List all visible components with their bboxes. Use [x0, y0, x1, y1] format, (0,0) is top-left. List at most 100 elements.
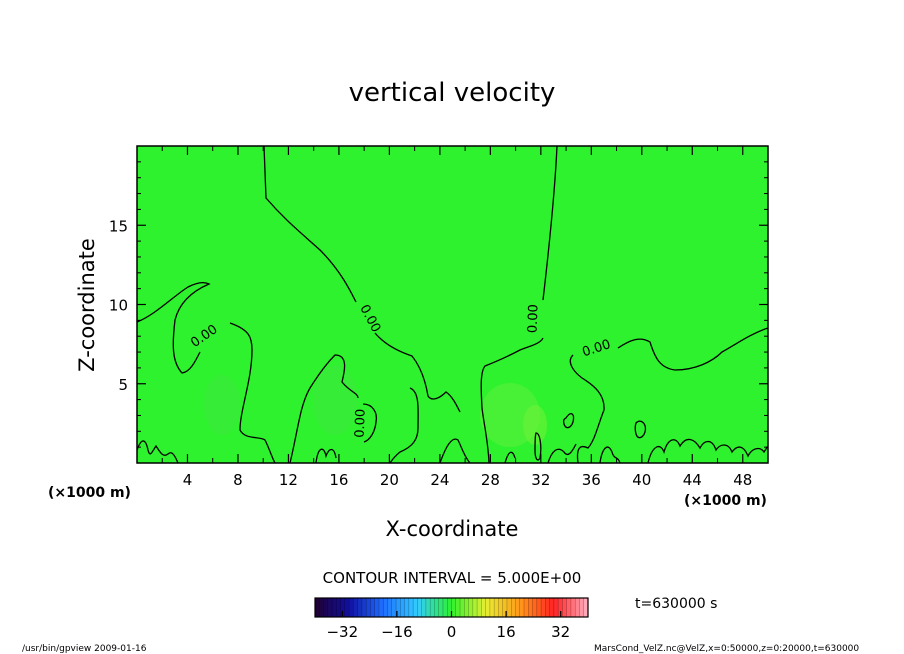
colorbar-cell	[575, 598, 581, 617]
colorbar-cell	[413, 598, 418, 617]
colorbar-cell	[430, 598, 436, 617]
y-tick-label: 5	[118, 376, 128, 394]
colorbar-cell	[464, 598, 470, 617]
contour-line	[229, 322, 276, 463]
colorbar-cell	[528, 598, 534, 617]
colorbar-cell	[400, 598, 406, 617]
colorbar-cell	[485, 598, 491, 617]
footer-left: /usr/bin/gpview 2009-01-16	[22, 644, 147, 654]
x-axis-label: X-coordinate	[386, 517, 519, 541]
colorbar-cell	[332, 598, 337, 617]
colorbar-cell	[438, 598, 444, 617]
contour-label: 0.00	[353, 409, 369, 438]
colorbar-cell	[417, 598, 423, 617]
zero-contours	[137, 146, 768, 463]
colorbar-cell	[502, 598, 508, 617]
x-tick-label: 32	[531, 471, 550, 489]
colorbar-cell	[447, 598, 453, 617]
contour-line	[534, 432, 542, 461]
colorbar-cell	[434, 598, 440, 617]
contour-line	[374, 332, 461, 413]
colorbar-cell	[494, 598, 500, 617]
contour-line	[547, 443, 577, 463]
colorbar-cell	[361, 598, 367, 617]
colorbar-cell	[468, 598, 474, 617]
x-tick-label: 16	[329, 471, 348, 489]
colorbar-cell	[553, 598, 559, 617]
colorbar-cell	[357, 598, 363, 617]
colorbar-tick-label: 0	[447, 623, 457, 641]
colorbar-cell	[566, 598, 572, 617]
colorbar-cell	[383, 598, 389, 617]
colorbar-cell	[396, 598, 401, 617]
chart-title: vertical velocity	[349, 78, 556, 108]
colorbar-cell	[421, 598, 427, 617]
colorbar-cell	[391, 598, 397, 617]
colorbar-cell	[583, 598, 589, 617]
colorbar-cell	[374, 598, 380, 617]
colorbar-cell	[545, 598, 551, 617]
contour-line	[647, 438, 768, 463]
contour-line	[315, 448, 337, 463]
contour-line	[634, 420, 647, 439]
x-unit-left: (×1000 m)	[48, 485, 131, 501]
colorbar-cell	[562, 598, 568, 617]
colorbar-cell	[541, 598, 546, 617]
x-tick-label: 24	[430, 471, 449, 489]
colorbar-cell	[366, 598, 372, 617]
colorbar-cell	[511, 598, 517, 617]
colorbar-tick-label: −32	[326, 623, 358, 641]
x-tick-label: 4	[183, 471, 193, 489]
colorbar-cell	[549, 598, 555, 617]
colorbar-cell	[315, 598, 320, 617]
x-tick-label: 28	[481, 471, 500, 489]
colorbar-cell	[370, 598, 376, 617]
contour-line	[289, 354, 359, 463]
colorbar-cell	[327, 598, 333, 617]
colorbar-cell	[506, 598, 512, 617]
x-unit-right: (×1000 m)	[684, 493, 767, 509]
colorbar-cell	[336, 598, 342, 617]
colorbar-cell	[532, 598, 538, 617]
time-label: t=630000 s	[635, 596, 717, 612]
x-tick-label: 48	[733, 471, 752, 489]
colorbar-tick-label: 16	[497, 623, 516, 641]
field-patch	[523, 405, 547, 445]
colorbar-cell	[319, 598, 325, 617]
colorbar-cell	[489, 598, 495, 617]
y-axis-label: Z-coordinate	[75, 238, 99, 372]
colorbar-cell	[349, 598, 354, 617]
x-tick-label: 44	[683, 471, 702, 489]
field-patches	[204, 365, 547, 447]
colorbar-tick-label: 32	[551, 623, 570, 641]
contour-line	[389, 387, 419, 463]
colorbar-cell	[481, 598, 487, 617]
x-tick-label: 36	[582, 471, 601, 489]
y-tick-label: 10	[109, 297, 128, 315]
contour-line	[617, 327, 768, 371]
x-tick-label: 8	[233, 471, 243, 489]
contour-interval: CONTOUR INTERVAL = 5.000E+00	[323, 569, 582, 587]
contour-line	[569, 354, 605, 463]
colorbar-tick-label: −16	[381, 623, 413, 641]
colorbar-cell	[442, 598, 448, 617]
colorbar-cell	[460, 598, 465, 617]
colorbar-cell	[323, 598, 329, 617]
colorbar-cell	[558, 598, 564, 617]
colorbar-cell	[477, 598, 482, 617]
colorbar-cell	[570, 598, 576, 617]
colorbar-cell	[387, 598, 393, 617]
field-patch	[313, 365, 357, 435]
colorbar-cell	[455, 598, 461, 617]
field-patch	[204, 375, 240, 435]
colorbar-cell	[515, 598, 521, 617]
y-tick-label: 15	[109, 217, 128, 235]
colorbar-ticks: −32 −16 0 16 32	[326, 611, 570, 641]
contour-line	[439, 438, 471, 463]
contour-line	[542, 146, 558, 301]
colorbar-cell	[378, 598, 384, 617]
contour-line	[362, 403, 378, 443]
contour-line	[599, 446, 621, 463]
